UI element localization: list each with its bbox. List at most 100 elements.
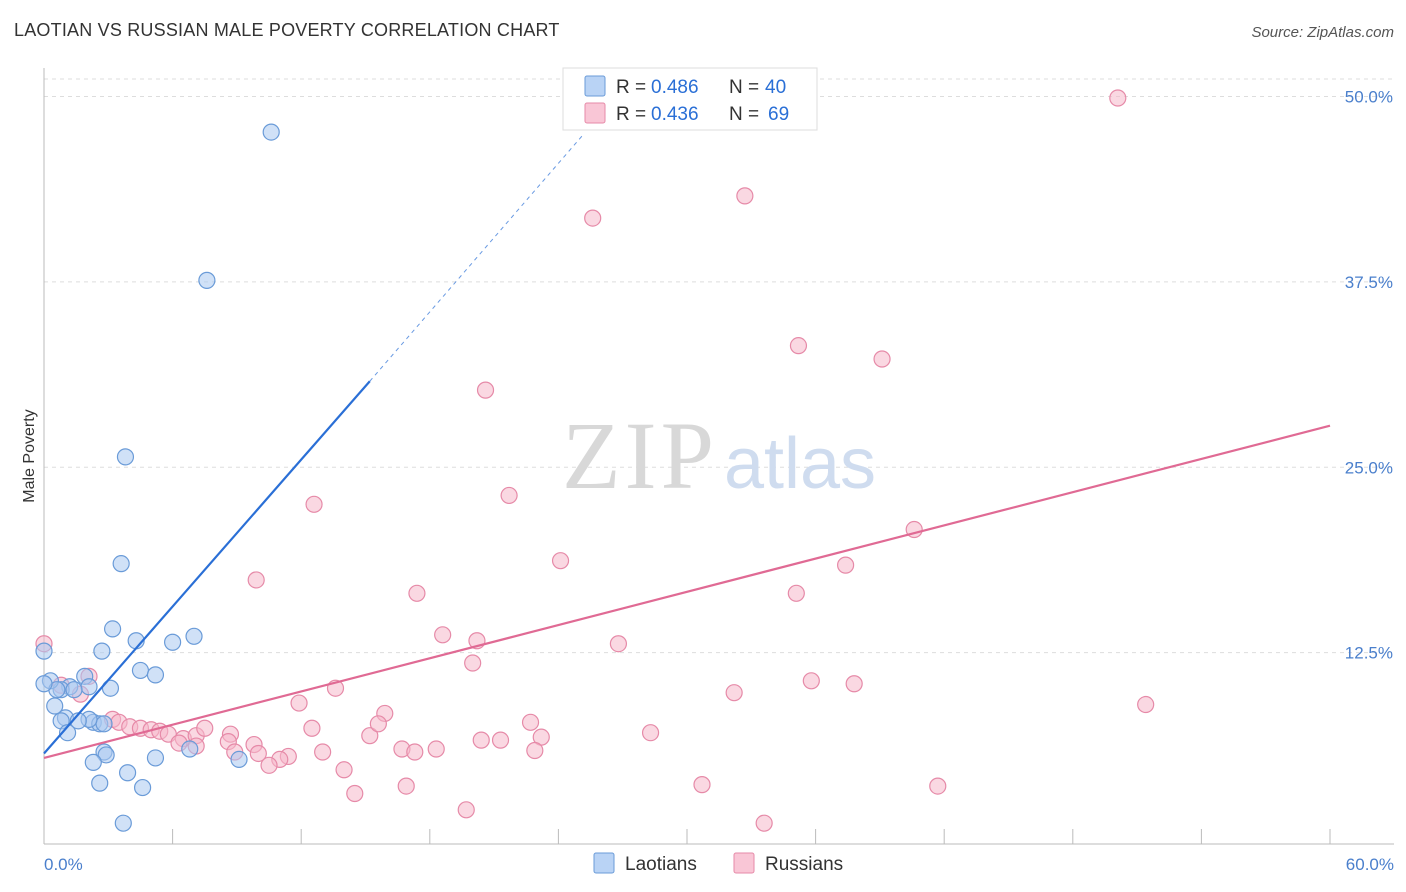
- laotians-point: [118, 764, 137, 782]
- laotians-point: [198, 271, 216, 289]
- russians-point: [837, 556, 855, 574]
- laotians-point: [185, 627, 203, 645]
- chart-title: LAOTIAN VS RUSSIAN MALE POVERTY CORRELAT…: [14, 20, 560, 40]
- russians-point: [521, 713, 540, 731]
- laotians-point: [84, 753, 102, 771]
- watermark-zip: ZIP: [562, 402, 718, 509]
- russians-point: [314, 743, 332, 761]
- laotians-point: [91, 774, 109, 792]
- russians-point: [361, 727, 379, 745]
- laotians-point: [116, 448, 135, 466]
- stats-legend: R = 0.486 N = 40 R = 0.436 N = 69: [562, 67, 818, 131]
- russians-r-value: 0.436: [651, 104, 699, 125]
- russians-point: [464, 654, 482, 672]
- russians-point: [397, 777, 415, 795]
- russians-n-value: 69: [768, 104, 789, 125]
- russians-point: [1137, 695, 1155, 714]
- russians-point: [787, 584, 805, 602]
- russians-point: [609, 635, 628, 653]
- y-axis-label: Male Poverty: [21, 409, 38, 502]
- laotians-trend-line: [43, 380, 371, 755]
- russians-point: [584, 209, 602, 227]
- x-tick-label-min: 0.0%: [44, 855, 83, 874]
- laotians-point: [133, 778, 152, 797]
- russians-point: [408, 584, 426, 602]
- russians-point: [491, 731, 510, 749]
- russians-point: [1109, 89, 1127, 107]
- russians-point: [290, 694, 308, 712]
- russians-point: [551, 552, 570, 570]
- russians-trend-line: [43, 424, 1331, 759]
- laotians-point: [131, 661, 150, 680]
- legend-laotians-label: Laotians: [625, 854, 697, 875]
- laotians-point: [80, 678, 98, 696]
- laotians-point: [95, 715, 113, 733]
- laotians-point: [97, 746, 115, 764]
- russians-point: [693, 776, 711, 794]
- laotians-point: [181, 740, 199, 758]
- y-tick-labels: 12.5% 25.0% 37.5% 50.0%: [1345, 88, 1393, 663]
- russians-swatch: [584, 102, 606, 124]
- legend-russians-swatch: [733, 852, 755, 874]
- laotians-point: [112, 555, 130, 573]
- russians-point: [196, 719, 214, 737]
- laotians-swatch: [584, 75, 606, 97]
- russians-point: [873, 350, 891, 368]
- y-tick-label: 12.5%: [1345, 644, 1393, 663]
- laotians-point: [103, 620, 122, 638]
- russians-point: [335, 761, 353, 779]
- russians-point: [303, 719, 321, 737]
- legend-laotians-swatch: [593, 852, 615, 874]
- russians-point: [247, 571, 265, 589]
- laotians-point: [35, 642, 53, 660]
- russians-point: [457, 801, 475, 819]
- russians-point: [802, 672, 820, 690]
- russians-point: [929, 777, 947, 795]
- laotians-point: [35, 675, 53, 693]
- russians-point: [260, 756, 278, 774]
- laotians-point: [262, 123, 280, 141]
- russians-point: [755, 814, 773, 832]
- laotians-point: [146, 666, 165, 684]
- laotians-points: [35, 123, 280, 832]
- laotians-n-value: 40: [765, 77, 786, 98]
- x-tick-label-max: 60.0%: [1346, 855, 1394, 874]
- series-legend: Laotians Russians: [593, 852, 843, 875]
- russians-point: [789, 337, 808, 355]
- watermark-atlas: atlas: [724, 424, 876, 504]
- russians-point: [725, 684, 743, 702]
- laotians-r-value: 0.486: [651, 77, 699, 98]
- laotians-r-label: R =: [616, 77, 646, 98]
- laotians-trend-extension: [369, 133, 585, 382]
- laotians-n-label: N =: [729, 77, 759, 98]
- russians-point: [845, 675, 863, 693]
- russians-point: [369, 715, 387, 733]
- russians-r-label: R =: [616, 104, 646, 125]
- russians-point: [641, 724, 660, 742]
- y-tick-label: 25.0%: [1345, 458, 1393, 477]
- laotians-point: [65, 681, 83, 699]
- russians-point: [427, 740, 445, 758]
- legend-russians-label: Russians: [765, 854, 843, 875]
- russians-point: [249, 744, 267, 763]
- russians-point: [434, 626, 452, 644]
- y-tick-label: 37.5%: [1345, 273, 1393, 292]
- russians-point: [736, 187, 754, 205]
- gridlines: [44, 78, 1394, 654]
- source-label: Source: ZipAtlas.com: [1251, 24, 1394, 41]
- laotians-point: [93, 642, 111, 660]
- russians-point: [472, 731, 490, 749]
- russians-point: [476, 381, 495, 399]
- russians-point: [500, 486, 518, 505]
- laotians-point: [46, 697, 64, 715]
- trend-lines: [43, 133, 1331, 759]
- y-tick-label: 50.0%: [1345, 88, 1393, 107]
- laotians-point: [146, 749, 165, 767]
- russians-point: [346, 784, 364, 803]
- laotians-point: [58, 724, 77, 742]
- laotians-point: [230, 750, 248, 769]
- russians-n-label: N =: [729, 104, 759, 125]
- russians-point: [526, 741, 544, 760]
- russians-point: [406, 743, 424, 761]
